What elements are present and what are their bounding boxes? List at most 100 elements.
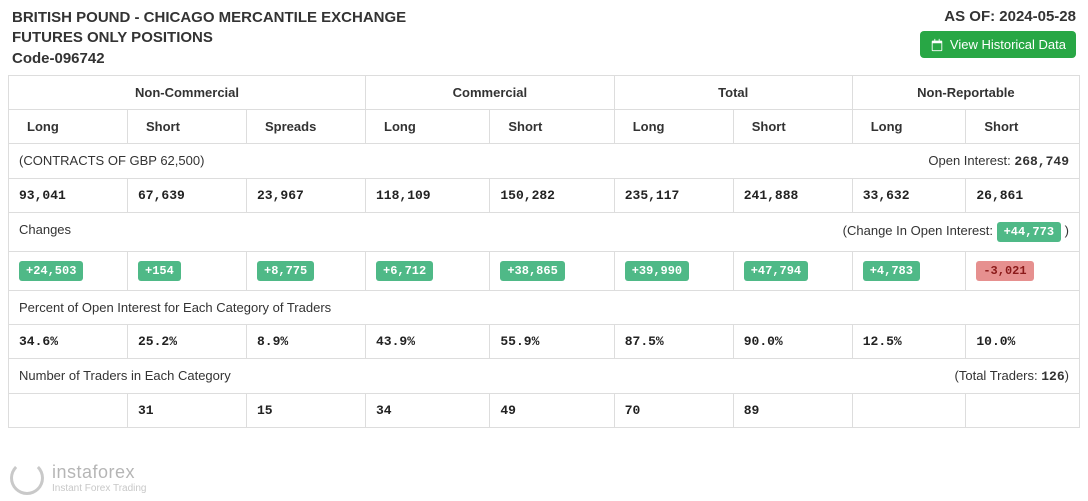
percent-label-row: Percent of Open Interest for Each Catego… (9, 290, 1080, 324)
pos-0: 93,041 (9, 178, 128, 212)
col-spreads: Spreads (247, 109, 366, 143)
pct-7: 12.5% (852, 324, 966, 358)
open-interest-label: Open Interest: (928, 153, 1010, 168)
percent-label: Percent of Open Interest for Each Catego… (9, 290, 1080, 324)
view-historical-label: View Historical Data (950, 37, 1066, 52)
positions-table: Non-Commercial Commercial Total Non-Repo… (8, 75, 1080, 428)
col-short-4: Short (966, 109, 1080, 143)
header-left: BRITISH POUND - CHICAGO MERCANTILE EXCHA… (12, 8, 406, 69)
chg-badge-1: +154 (138, 261, 181, 281)
tr-0 (9, 393, 128, 427)
title-line-1: BRITISH POUND - CHICAGO MERCANTILE EXCHA… (12, 8, 406, 28)
pct-8: 10.0% (966, 324, 1080, 358)
chg-8: -3,021 (966, 251, 1080, 290)
traders-label: Number of Traders in Each Category (19, 368, 231, 383)
pct-5: 87.5% (614, 324, 733, 358)
chg-5: +39,990 (614, 251, 733, 290)
group-non-reportable: Non-Reportable (852, 75, 1079, 109)
traders-row: 31 15 34 49 70 89 (9, 393, 1080, 427)
change-oi-label: (Change In Open Interest: (843, 223, 993, 238)
instaforex-logo-icon (10, 461, 44, 495)
change-oi-value: +44,773 (997, 222, 1061, 242)
col-long-4: Long (852, 109, 966, 143)
group-non-commercial: Non-Commercial (9, 75, 366, 109)
group-commercial: Commercial (366, 75, 615, 109)
change-oi-tail: ) (1065, 223, 1069, 238)
group-header-row: Non-Commercial Commercial Total Non-Repo… (9, 75, 1080, 109)
watermark: instaforex Instant Forex Trading (10, 461, 147, 495)
col-short-2: Short (490, 109, 614, 143)
pos-6: 241,888 (733, 178, 852, 212)
open-interest-note: Open Interest: 268,749 (928, 153, 1069, 169)
col-short-1: Short (128, 109, 247, 143)
total-traders-label: (Total Traders: (955, 368, 1038, 383)
view-historical-button[interactable]: View Historical Data (920, 31, 1076, 58)
chg-badge-3: +6,712 (376, 261, 433, 281)
chg-7: +4,783 (852, 251, 966, 290)
positions-row: 93,041 67,639 23,967 118,109 150,282 235… (9, 178, 1080, 212)
pos-1: 67,639 (128, 178, 247, 212)
chg-0: +24,503 (9, 251, 128, 290)
pos-3: 118,109 (366, 178, 490, 212)
pct-0: 34.6% (9, 324, 128, 358)
tr-4: 49 (490, 393, 614, 427)
changes-label-row: Changes (Change In Open Interest: +44,77… (9, 212, 1080, 251)
tr-8 (966, 393, 1080, 427)
pos-5: 235,117 (614, 178, 733, 212)
header-bar: BRITISH POUND - CHICAGO MERCANTILE EXCHA… (0, 0, 1088, 75)
tr-3: 34 (366, 393, 490, 427)
chg-1: +154 (128, 251, 247, 290)
col-long-2: Long (366, 109, 490, 143)
header-right: AS OF: 2024-05-28 View Historical Data (920, 8, 1076, 69)
total-traders-value: 126 (1041, 369, 1064, 384)
tr-1: 31 (128, 393, 247, 427)
pct-6: 90.0% (733, 324, 852, 358)
chg-4: +38,865 (490, 251, 614, 290)
traders-label-row: Number of Traders in Each Category (Tota… (9, 358, 1080, 393)
contracts-row: (CONTRACTS OF GBP 62,500) Open Interest:… (9, 143, 1080, 178)
col-long-1: Long (9, 109, 128, 143)
pct-3: 43.9% (366, 324, 490, 358)
chg-6: +47,794 (733, 251, 852, 290)
tr-2: 15 (247, 393, 366, 427)
contracts-label: (CONTRACTS OF GBP 62,500) (19, 153, 204, 168)
calendar-icon (930, 38, 944, 52)
tr-5: 70 (614, 393, 733, 427)
title-line-2: FUTURES ONLY POSITIONS (12, 28, 406, 48)
changes-label: Changes (19, 222, 71, 237)
pct-1: 25.2% (128, 324, 247, 358)
total-traders-note: (Total Traders: 126) (955, 368, 1069, 384)
chg-2: +8,775 (247, 251, 366, 290)
pos-2: 23,967 (247, 178, 366, 212)
chg-3: +6,712 (366, 251, 490, 290)
open-interest-value: 268,749 (1014, 154, 1069, 169)
pos-8: 26,861 (966, 178, 1080, 212)
pct-2: 8.9% (247, 324, 366, 358)
traders-cell: Number of Traders in Each Category (Tota… (9, 358, 1080, 393)
col-short-3: Short (733, 109, 852, 143)
percent-row: 34.6% 25.2% 8.9% 43.9% 55.9% 87.5% 90.0%… (9, 324, 1080, 358)
pct-4: 55.9% (490, 324, 614, 358)
subheader-row: Long Short Spreads Long Short Long Short… (9, 109, 1080, 143)
pos-7: 33,632 (852, 178, 966, 212)
group-total: Total (614, 75, 852, 109)
contracts-cell: (CONTRACTS OF GBP 62,500) Open Interest:… (9, 143, 1080, 178)
asof-text: AS OF: 2024-05-28 (920, 8, 1076, 25)
chg-badge-7: +4,783 (863, 261, 920, 281)
changes-row: +24,503 +154 +8,775 +6,712 +38,865 +39,9… (9, 251, 1080, 290)
chg-badge-2: +8,775 (257, 261, 314, 281)
title-line-3: Code-096742 (12, 49, 406, 69)
changes-cell: Changes (Change In Open Interest: +44,77… (9, 212, 1080, 251)
tr-6: 89 (733, 393, 852, 427)
pos-4: 150,282 (490, 178, 614, 212)
chg-badge-0: +24,503 (19, 261, 83, 281)
watermark-text: instaforex Instant Forex Trading (52, 462, 147, 494)
chg-badge-5: +39,990 (625, 261, 689, 281)
tr-7 (852, 393, 966, 427)
col-long-3: Long (614, 109, 733, 143)
change-oi-note: (Change In Open Interest: +44,773 ) (843, 222, 1069, 242)
chg-badge-4: +38,865 (500, 261, 564, 281)
chg-badge-6: +47,794 (744, 261, 808, 281)
total-traders-tail: ) (1065, 368, 1069, 383)
watermark-tagline: Instant Forex Trading (52, 483, 147, 494)
